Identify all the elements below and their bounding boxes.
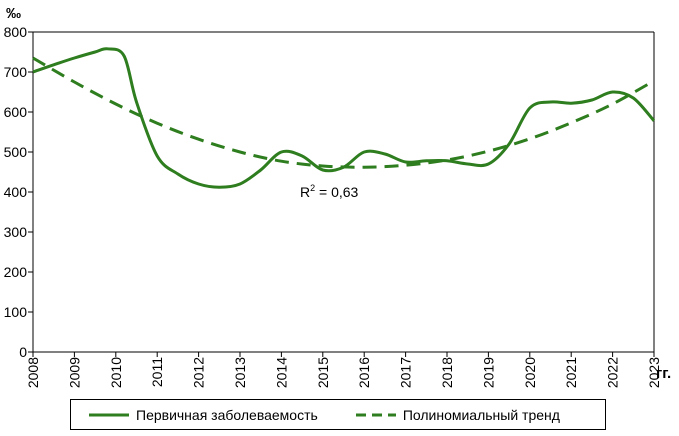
x-tick-label: 2016 <box>356 357 372 388</box>
legend-swatch-dashed <box>355 413 396 416</box>
x-tick-label: 2017 <box>398 357 414 388</box>
x-tick-label: 2022 <box>605 357 621 388</box>
y-tick-label: 400 <box>4 184 28 200</box>
x-tick-label: 2012 <box>191 357 207 388</box>
x-tick-label: 2021 <box>563 357 579 388</box>
x-axis: 2008 2009 2010 2011 2012 2013 2014 2015 2016 2017… <box>25 352 662 388</box>
series-line-polynomial-trend <box>32 56 655 169</box>
chart-legend: Первичная заболеваемость Полиномиальный … <box>70 399 606 430</box>
x-tick-label: 2013 <box>232 357 248 388</box>
y-tick-label: 100 <box>4 304 28 320</box>
y-axis: 0 100 200 300 400 500 600 700 800 <box>4 24 33 360</box>
series-layer <box>32 47 656 189</box>
x-tick-label: 2023 <box>646 357 662 388</box>
legend-swatch-solid <box>89 413 129 416</box>
y-tick-label: 0 <box>19 344 27 360</box>
y-tick-label: 500 <box>4 144 28 160</box>
r-squared-annotation: R2 = 0,63 <box>300 183 359 200</box>
y-unit-label: ‰ <box>6 5 21 22</box>
x-tick-label: 2008 <box>25 357 41 388</box>
y-tick-label: 700 <box>4 64 28 80</box>
x-tick-label: 2015 <box>315 357 331 388</box>
x-tick-label: 2010 <box>108 357 124 388</box>
legend-label-trend: Полиномиальный тренд <box>402 406 560 423</box>
y-tick-label: 300 <box>4 224 28 240</box>
y-tick-label: 200 <box>4 264 28 280</box>
legend-item-trend: Полиномиальный тренд <box>355 406 560 423</box>
x-tick-label: 2018 <box>439 357 455 388</box>
y-tick-label: 600 <box>4 104 28 120</box>
x-tick-label: 2020 <box>522 357 538 388</box>
x-tick-label: 2011 <box>149 357 165 387</box>
y-tick-label: 800 <box>4 24 28 40</box>
legend-label-primary: Первичная заболеваемость <box>136 406 318 423</box>
x-tick-label: 2009 <box>66 357 82 388</box>
series-line-primary-incidence <box>32 47 656 189</box>
legend-item-primary: Первичная заболеваемость <box>89 407 318 423</box>
x-tick-label: 2019 <box>480 357 496 388</box>
x-unit-label: гг. <box>656 365 671 382</box>
x-tick-label: 2014 <box>273 357 289 388</box>
